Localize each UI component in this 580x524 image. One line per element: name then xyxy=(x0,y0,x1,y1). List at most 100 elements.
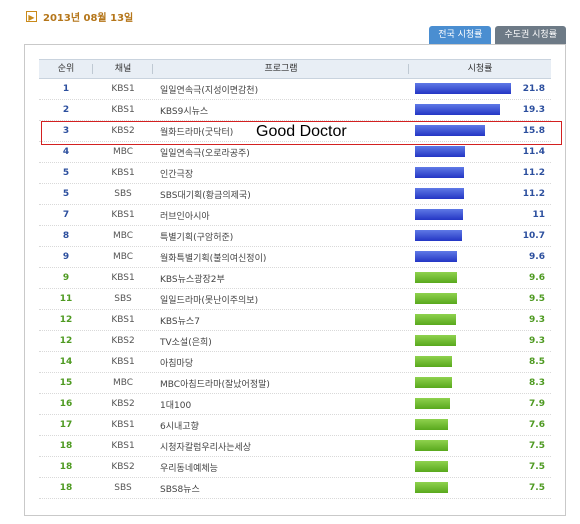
rating-value: 9.5 xyxy=(529,294,545,304)
rating-bar xyxy=(415,418,448,430)
rating-bar xyxy=(415,481,448,493)
program-link[interactable]: 시청자칼럼우리사는세상 xyxy=(160,442,252,453)
rating-bar xyxy=(415,250,457,262)
program-link[interactable]: 일일연속극(지성이면감천) xyxy=(160,85,259,96)
rank-cell: 9 xyxy=(62,252,70,262)
program-link[interactable]: 특별기획(구암허준) xyxy=(160,232,234,243)
program-link[interactable]: 일일드라마(못난이주의보) xyxy=(160,295,259,306)
rank-cell: 12 xyxy=(59,336,73,346)
rating-bar-cell xyxy=(409,121,513,142)
program-link[interactable]: 일일연속극(오로라공주) xyxy=(160,148,250,159)
channel-cell: SBS xyxy=(114,189,132,199)
rating-bar-cell xyxy=(409,184,513,205)
rank-cell: 2 xyxy=(62,105,70,115)
channel-cell: MBC xyxy=(112,252,134,262)
channel-cell: KBS1 xyxy=(111,441,135,451)
header-rating: 시청률 xyxy=(467,64,493,74)
program-link[interactable]: 인간극장 xyxy=(160,169,194,180)
table-row: 3 KBS2 월화드라마(굿닥터) 15.8 xyxy=(39,121,551,142)
date-text: 2013년 08월 13일 xyxy=(43,12,134,24)
channel-cell: KBS1 xyxy=(111,168,135,178)
header-rank: 순위 xyxy=(39,60,93,78)
table-row: 8 MBC 특별기획(구암허준) 10.7 xyxy=(39,226,551,247)
rating-value: 11.2 xyxy=(522,168,545,178)
table-row: 16 KBS2 1대100 7.9 xyxy=(39,394,551,415)
program-link[interactable]: 러브인아시아 xyxy=(160,211,210,222)
rating-value: 19.3 xyxy=(522,105,545,115)
channel-cell: KBS2 xyxy=(111,336,135,346)
rank-cell: 18 xyxy=(59,462,73,472)
table-row: 12 KBS1 KBS뉴스7 9.3 xyxy=(39,310,551,331)
rating-value: 9.3 xyxy=(529,336,545,346)
channel-cell: KBS2 xyxy=(111,126,135,136)
rating-bar xyxy=(415,292,457,304)
rating-value: 7.6 xyxy=(529,420,545,430)
rating-bar-cell xyxy=(409,436,513,457)
program-link[interactable]: KBS뉴스광장2부 xyxy=(160,274,225,285)
rating-tabs: 전국 시청률 수도권 시청률 xyxy=(425,26,566,44)
rating-bar xyxy=(415,124,485,136)
rating-bar xyxy=(415,460,448,472)
rating-bar-cell xyxy=(409,100,513,121)
program-link[interactable]: 월화드라마(굿닥터) xyxy=(160,127,234,138)
rating-bar xyxy=(415,355,452,367)
program-link[interactable]: MBC아침드라마(잘났어정말) xyxy=(160,379,270,390)
rating-bar-cell xyxy=(409,268,513,289)
table-row: 18 SBS SBS8뉴스 7.5 xyxy=(39,478,551,499)
tab-capital-ratings[interactable]: 수도권 시청률 xyxy=(495,26,566,44)
program-link[interactable]: SBS대기획(황금의제국) xyxy=(160,190,251,201)
rating-bar-cell xyxy=(409,247,513,268)
program-link[interactable]: KBS9시뉴스 xyxy=(160,106,209,117)
program-link[interactable]: 우리동네예체능 xyxy=(160,463,218,474)
channel-cell: KBS1 xyxy=(111,105,135,115)
rating-bar-cell xyxy=(409,415,513,436)
header-channel: 채널 xyxy=(93,60,153,78)
channel-cell: KBS1 xyxy=(111,84,135,94)
arrow-right-icon: ▶ xyxy=(26,10,37,22)
rank-cell: 5 xyxy=(62,189,70,199)
program-link[interactable]: 6시내고향 xyxy=(160,421,199,432)
rating-bar xyxy=(415,82,511,94)
rating-value: 11 xyxy=(532,210,545,220)
channel-cell: MBC xyxy=(112,231,134,241)
rating-bar-cell xyxy=(409,142,513,163)
tab-national-ratings[interactable]: 전국 시청률 xyxy=(429,26,492,44)
table-row: 5 SBS SBS대기획(황금의제국) 11.2 xyxy=(39,184,551,205)
rating-bar-cell xyxy=(409,226,513,247)
table-row: 15 MBC MBC아침드라마(잘났어정말) 8.3 xyxy=(39,373,551,394)
program-link[interactable]: 1대100 xyxy=(160,400,192,411)
table-row: 14 KBS1 아침마당 8.5 xyxy=(39,352,551,373)
rating-value: 9.6 xyxy=(529,252,545,262)
program-link[interactable]: 아침마당 xyxy=(160,358,194,369)
rating-bar xyxy=(415,145,465,157)
rating-bar xyxy=(415,334,456,346)
rating-value: 8.5 xyxy=(529,357,545,367)
program-link[interactable]: KBS뉴스7 xyxy=(160,316,200,327)
rating-value: 10.7 xyxy=(522,231,545,241)
rating-value: 7.5 xyxy=(529,462,545,472)
table-row: 18 KBS1 시청자칼럼우리사는세상 7.5 xyxy=(39,436,551,457)
program-link[interactable]: TV소설(은희) xyxy=(160,337,212,348)
rating-bar xyxy=(415,208,463,220)
rating-value: 11.2 xyxy=(522,189,545,199)
rating-value: 8.3 xyxy=(529,378,545,388)
table-row: 7 KBS1 러브인아시아 11 xyxy=(39,205,551,226)
rating-bar xyxy=(415,313,456,325)
header-program: 프로그램 xyxy=(153,60,409,78)
program-link[interactable]: SBS8뉴스 xyxy=(160,484,200,495)
table-header: 순위 채널 프로그램 시청률 xyxy=(39,59,551,79)
rating-value: 7.5 xyxy=(529,483,545,493)
program-link[interactable]: 월화특별기획(불의여신정이) xyxy=(160,253,267,264)
channel-cell: MBC xyxy=(112,378,134,388)
table-row: 9 KBS1 KBS뉴스광장2부 9.6 xyxy=(39,268,551,289)
rating-bar-cell xyxy=(409,163,513,184)
rating-value: 21.8 xyxy=(522,84,545,94)
annotation-label: Good Doctor xyxy=(256,123,347,140)
table-row: 4 MBC 일일연속극(오로라공주) 11.4 xyxy=(39,142,551,163)
table-row: 1 KBS1 일일연속극(지성이면감천) 21.8 xyxy=(39,79,551,100)
rating-bar-cell xyxy=(409,352,513,373)
table-row: 18 KBS2 우리동네예체능 7.5 xyxy=(39,457,551,478)
rating-bar-cell xyxy=(409,310,513,331)
channel-cell: SBS xyxy=(114,294,132,304)
rank-cell: 8 xyxy=(62,231,70,241)
